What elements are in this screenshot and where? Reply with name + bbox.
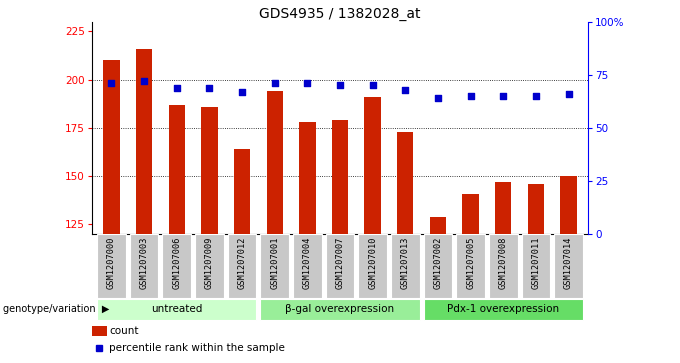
Text: GSM1207001: GSM1207001	[270, 236, 279, 289]
Text: GSM1207008: GSM1207008	[499, 236, 508, 289]
Bar	[528, 184, 544, 234]
Bar	[554, 234, 583, 298]
Point	[465, 93, 476, 99]
Text: GSM1207003: GSM1207003	[139, 236, 148, 289]
Text: untreated: untreated	[151, 304, 203, 314]
Text: β-gal overexpression: β-gal overexpression	[286, 304, 394, 314]
Point	[563, 91, 574, 97]
Text: GSM1207002: GSM1207002	[433, 236, 443, 289]
Point	[302, 81, 313, 86]
Text: GSM1207004: GSM1207004	[303, 236, 312, 289]
Bar	[228, 234, 256, 298]
Bar	[260, 299, 420, 320]
Bar	[136, 49, 152, 234]
Text: GSM1207006: GSM1207006	[172, 236, 181, 289]
Bar	[364, 97, 381, 234]
Bar	[522, 234, 550, 298]
Text: GSM1207011: GSM1207011	[532, 236, 541, 289]
Bar	[97, 299, 256, 320]
Text: GSM1207014: GSM1207014	[564, 236, 573, 289]
Bar	[424, 299, 583, 320]
Text: genotype/variation  ▶: genotype/variation ▶	[3, 305, 109, 314]
Title: GDS4935 / 1382028_at: GDS4935 / 1382028_at	[259, 7, 421, 21]
Text: GSM1207009: GSM1207009	[205, 236, 214, 289]
Point	[335, 82, 345, 88]
Bar	[397, 132, 413, 234]
Bar	[560, 176, 577, 234]
Bar	[358, 234, 387, 298]
Bar	[299, 122, 316, 234]
Text: GSM1207012: GSM1207012	[237, 236, 247, 289]
Point	[106, 81, 117, 86]
Bar	[267, 91, 283, 234]
Point	[237, 89, 248, 95]
Bar	[462, 193, 479, 234]
Text: count: count	[109, 326, 139, 336]
Point	[367, 82, 378, 88]
Bar	[456, 234, 485, 298]
Bar	[163, 234, 191, 298]
Text: GSM1207007: GSM1207007	[335, 236, 345, 289]
Point	[400, 87, 411, 93]
Bar	[260, 234, 289, 298]
Point	[171, 85, 182, 90]
Bar	[169, 105, 185, 234]
Bar	[293, 234, 322, 298]
Bar	[430, 217, 446, 234]
Bar	[234, 149, 250, 234]
Text: GSM1207010: GSM1207010	[368, 236, 377, 289]
Bar	[130, 234, 158, 298]
Bar	[424, 234, 452, 298]
Bar	[103, 60, 120, 234]
Bar	[97, 234, 126, 298]
Bar	[495, 182, 511, 234]
Bar	[489, 234, 517, 298]
Text: GSM1207005: GSM1207005	[466, 236, 475, 289]
Point	[498, 93, 509, 99]
Point	[269, 81, 280, 86]
Bar	[332, 120, 348, 234]
Bar	[195, 234, 224, 298]
Point	[204, 85, 215, 90]
Bar	[326, 234, 354, 298]
Bar	[391, 234, 420, 298]
Bar	[201, 107, 218, 234]
Text: Pdx-1 overexpression: Pdx-1 overexpression	[447, 304, 560, 314]
Point	[530, 93, 541, 99]
Point	[432, 95, 443, 101]
Text: GSM1207000: GSM1207000	[107, 236, 116, 289]
Bar	[92, 326, 107, 336]
Text: GSM1207013: GSM1207013	[401, 236, 410, 289]
Text: percentile rank within the sample: percentile rank within the sample	[109, 343, 285, 352]
Point	[139, 78, 150, 84]
